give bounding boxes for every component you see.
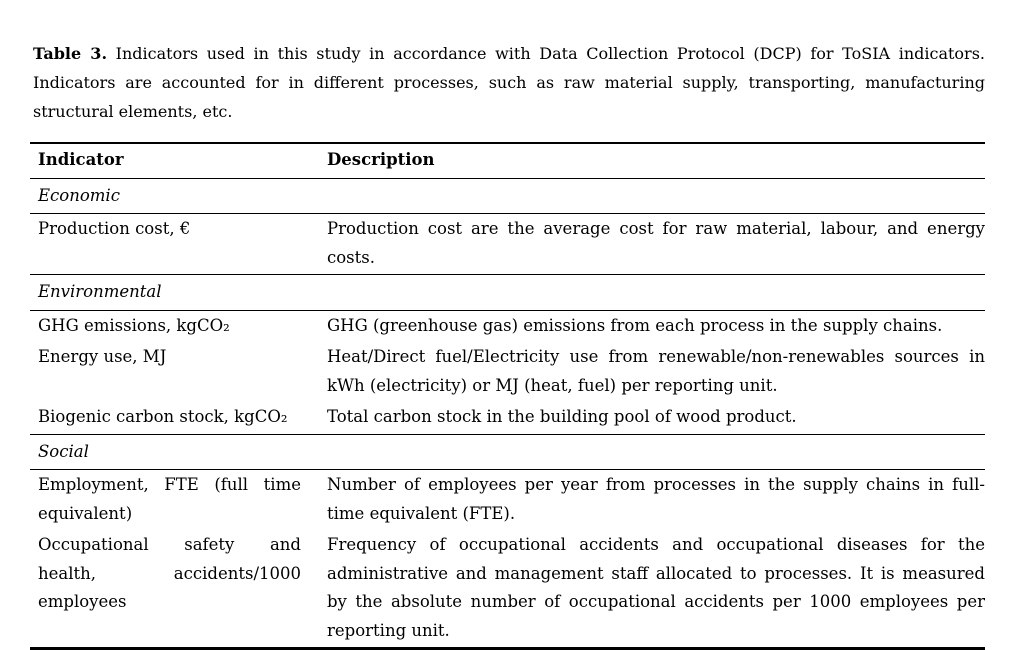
section-label: Environmental (30, 274, 985, 311)
section-label: Social (30, 434, 985, 470)
table-row-employment: Employment, FTE (full time equivalent) N… (30, 470, 985, 531)
section-row-environmental: Environmental (30, 274, 985, 311)
description-cell: Number of employees per year from proces… (327, 475, 985, 523)
description-cell: Production cost are the average cost for… (327, 213, 985, 275)
column-header-description: Description (327, 143, 985, 179)
table-row-production-cost: Production cost, € Production cost are t… (30, 213, 985, 275)
caption-label: Table 3. (33, 44, 108, 63)
indicator-cell: Employment, FTE (full time equivalent) (38, 475, 301, 523)
section-row-social: Social (30, 434, 985, 470)
header-row: Indicator Description (30, 143, 985, 179)
table-row-biogenic-carbon-stock: Biogenic carbon stock, kgCO₂ Total carbo… (30, 402, 985, 435)
description-cell: Total carbon stock in the building pool … (327, 402, 985, 435)
section-row-economic: Economic (30, 178, 985, 214)
indicator-cell: Occupational safety and health, accident… (38, 535, 301, 611)
table-caption: Table 3. Indicators used in this study i… (33, 39, 985, 126)
indicator-cell: Energy use, MJ (38, 347, 167, 366)
section-label: Economic (30, 178, 985, 214)
description-cell: Frequency of occupational accidents and … (327, 535, 985, 640)
table-row-occupational-safety: Occupational safety and health, accident… (30, 530, 985, 649)
column-header-indicator: Indicator (30, 143, 327, 179)
table-row-energy-use: Energy use, MJ Heat/Direct fuel/Electric… (30, 342, 985, 402)
caption-text: Indicators used in this study in accorda… (33, 44, 985, 121)
table-row-ghg-emissions: GHG emissions, kgCO₂ GHG (greenhouse gas… (30, 310, 985, 342)
description-cell: Heat/Direct fuel/Electricity use from re… (327, 347, 985, 395)
indicator-cell: Production cost, € (30, 213, 327, 275)
indicator-cell: Biogenic carbon stock, kgCO₂ (30, 402, 327, 435)
indicator-cell: GHG emissions, kgCO₂ (38, 315, 230, 335)
description-cell: GHG (greenhouse gas) emissions from each… (327, 315, 943, 335)
indicators-table: Indicator Description Economic Productio… (30, 142, 985, 650)
